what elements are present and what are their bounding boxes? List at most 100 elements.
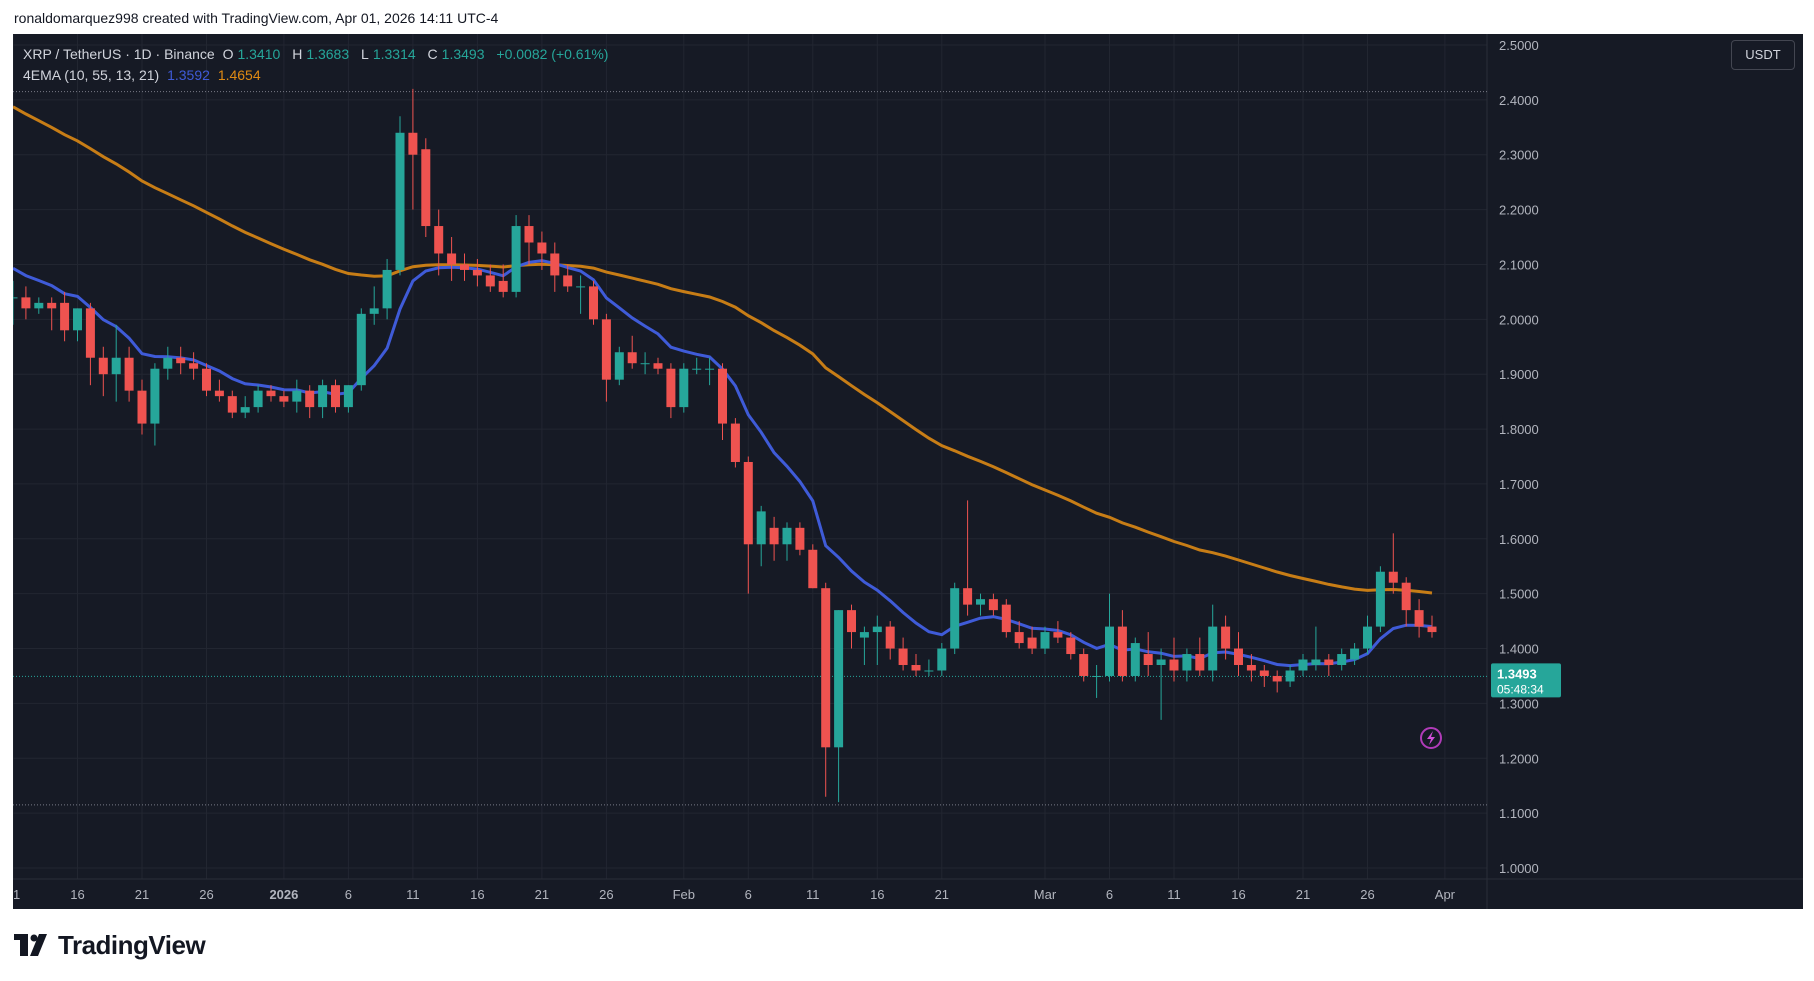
price-tick-label: 2.2000: [1499, 203, 1539, 218]
price-chart[interactable]: 1.0000 1.1000 1.2000 1.3000 1.4000 1.5000 1.60…: [13, 34, 1803, 909]
candle-body: [176, 357, 186, 364]
candle-body: [563, 275, 573, 287]
candle-body: [382, 269, 392, 309]
candle-body: [666, 368, 676, 408]
candle-body: [1092, 675, 1102, 677]
price-tick-label: 1.1000: [1499, 806, 1539, 821]
candle-body: [1350, 648, 1360, 660]
price-tick-label: 2.4000: [1499, 93, 1539, 108]
time-tick-label: 21: [535, 887, 549, 902]
ema-slow-value: 1.4654: [217, 67, 261, 83]
currency-button[interactable]: USDT: [1731, 40, 1795, 70]
candle-body: [1414, 610, 1424, 627]
price-tick-label: 1.0000: [1499, 861, 1539, 876]
low-label: L: [361, 46, 369, 62]
candle-body: [369, 308, 379, 314]
candle-body: [511, 226, 521, 292]
time-tick-label: 21: [135, 887, 149, 902]
candle-body: [214, 390, 224, 397]
candle-body: [1169, 659, 1179, 671]
candle-body: [1156, 659, 1166, 666]
candle-body: [976, 599, 985, 605]
candle-body: [924, 670, 934, 672]
indicator-label[interactable]: 4EMA (10, 55, 13, 21): [23, 67, 160, 83]
time-tick-label: 21: [935, 887, 949, 902]
candle-body: [189, 363, 199, 369]
current-price-value: 1.3493: [1497, 666, 1537, 681]
price-tick-label: 1.8000: [1499, 422, 1539, 437]
candle-body: [227, 396, 237, 413]
time-tick-label: Mar: [1034, 887, 1057, 902]
candle-body: [85, 308, 95, 358]
candle-body: [253, 390, 263, 408]
candle-body: [163, 357, 173, 369]
candle-countdown: 05:48:34: [1497, 682, 1544, 696]
candle-body: [589, 286, 598, 320]
price-tick-label: 1.3000: [1499, 696, 1539, 711]
candle-body: [498, 280, 508, 292]
open-label: O: [222, 46, 234, 62]
time-tick-label: 16: [870, 887, 884, 902]
candle-body: [1182, 654, 1192, 671]
candle-body: [73, 308, 82, 331]
candle-body: [847, 610, 856, 633]
candle-body: [1246, 665, 1256, 671]
time-tick-label: 11: [406, 887, 420, 902]
candle-body: [1001, 604, 1011, 633]
high-label: H: [292, 46, 303, 62]
time-tick-label: 16: [1231, 887, 1245, 902]
candle-body: [679, 368, 689, 408]
price-tick-label: 2.1000: [1499, 257, 1539, 272]
candle-body: [950, 588, 960, 649]
candle-body: [1066, 637, 1076, 655]
candle-body: [472, 269, 482, 276]
time-tick-label: 6: [745, 887, 752, 902]
candle-body: [292, 390, 302, 402]
chart-panel[interactable]: 1.0000 1.1000 1.2000 1.3000 1.4000 1.5000 1.60…: [13, 34, 1803, 909]
candle-body: [1259, 670, 1269, 676]
close-value: 1.3493: [441, 46, 485, 62]
candle-body: [1375, 571, 1385, 627]
candle-body: [782, 527, 792, 545]
candle-body: [627, 352, 637, 364]
candle-body: [447, 253, 457, 265]
tradingview-brand[interactable]: TradingView: [14, 928, 206, 962]
candle-body: [1014, 632, 1024, 644]
candle-body: [718, 368, 727, 424]
candle-body: [885, 626, 895, 649]
candle-body: [576, 286, 586, 288]
bolt-icon: [1420, 727, 1442, 749]
candle-body: [963, 588, 973, 605]
candle-body: [988, 599, 998, 611]
time-tick-label: 26: [599, 887, 613, 902]
time-tick-label: 16: [470, 887, 484, 902]
candle-body: [550, 253, 560, 276]
candle-body: [137, 390, 147, 424]
candle-body: [743, 461, 753, 545]
candle-body: [111, 357, 121, 375]
time-tick-label: 26: [1360, 887, 1374, 902]
symbol-label[interactable]: XRP / TetherUS · 1D · Binance: [23, 46, 215, 62]
ema-fast-value: 1.3592: [167, 67, 210, 83]
candle-body: [795, 527, 805, 550]
tradingview-logo-icon: [14, 934, 47, 956]
candle-body: [640, 363, 650, 365]
time-tick-label: 11: [1167, 887, 1181, 902]
candle-body: [421, 149, 431, 227]
candle-body: [1027, 637, 1037, 649]
candle-body: [1272, 675, 1282, 682]
candle-body: [756, 511, 766, 545]
candle-body: [305, 390, 315, 408]
price-tick-label: 2.5000: [1499, 38, 1539, 53]
price-tick-label: 1.5000: [1499, 587, 1539, 602]
change-value: +0.0082 (+0.61%): [496, 46, 609, 62]
candle-body: [614, 352, 624, 380]
open-value: 1.3410: [237, 46, 281, 62]
price-tick-label: 2.0000: [1499, 312, 1539, 327]
candle-body: [356, 313, 366, 386]
price-tick-label: 1.2000: [1499, 751, 1539, 766]
brand-name: TradingView: [58, 929, 206, 960]
chart-credit: ronaldomarquez998 created with TradingVi…: [14, 10, 499, 26]
price-tick-label: 2.3000: [1499, 148, 1539, 163]
close-label: C: [427, 46, 438, 62]
